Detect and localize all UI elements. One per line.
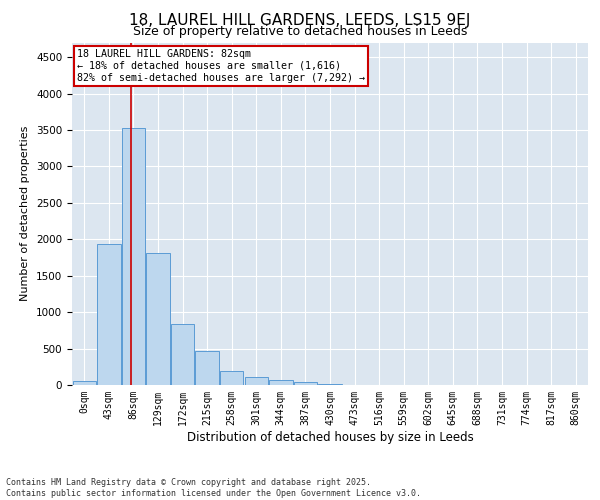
- Bar: [97, 244, 121, 385]
- Bar: [196, 352, 219, 385]
- Bar: [146, 253, 170, 385]
- Bar: [245, 377, 268, 385]
- Text: 18 LAUREL HILL GARDENS: 82sqm
← 18% of detached houses are smaller (1,616)
82% o: 18 LAUREL HILL GARDENS: 82sqm ← 18% of d…: [77, 50, 365, 82]
- Text: 18, LAUREL HILL GARDENS, LEEDS, LS15 9EJ: 18, LAUREL HILL GARDENS, LEEDS, LS15 9EJ: [130, 12, 470, 28]
- Text: Size of property relative to detached houses in Leeds: Size of property relative to detached ho…: [133, 25, 467, 38]
- Bar: [171, 324, 194, 385]
- Y-axis label: Number of detached properties: Number of detached properties: [20, 126, 31, 302]
- Bar: [73, 382, 96, 385]
- Text: Contains HM Land Registry data © Crown copyright and database right 2025.
Contai: Contains HM Land Registry data © Crown c…: [6, 478, 421, 498]
- Bar: [122, 128, 145, 385]
- Bar: [220, 371, 244, 385]
- Bar: [319, 384, 341, 385]
- X-axis label: Distribution of detached houses by size in Leeds: Distribution of detached houses by size …: [187, 430, 473, 444]
- Bar: [294, 382, 317, 385]
- Bar: [269, 380, 293, 385]
